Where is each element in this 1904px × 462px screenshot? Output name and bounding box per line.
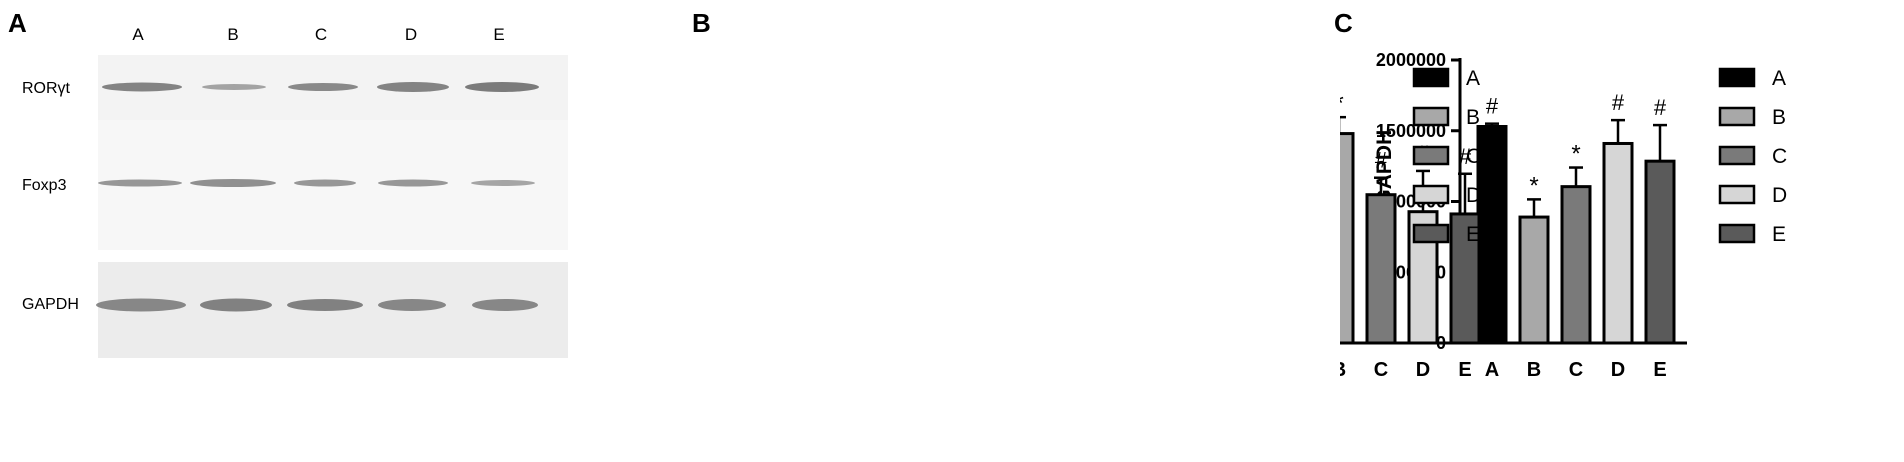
bar [1340, 132, 1355, 345]
bar [1518, 215, 1550, 345]
bar [1365, 193, 1397, 345]
significance-marker: # [1612, 90, 1625, 115]
legend-label: D [1466, 184, 1481, 207]
y-tick-label: 2000000 [1376, 50, 1446, 70]
lane-label: D [405, 25, 417, 44]
legend-label: B [1466, 106, 1480, 129]
legend-swatch [1412, 67, 1450, 88]
significance-marker: * [1340, 90, 1344, 117]
x-tick-label: C [1569, 359, 1583, 381]
panel-a-letter: A [8, 8, 27, 38]
row-label: RORγt [22, 80, 71, 97]
panel-c-letter: C [1334, 8, 1353, 38]
legend-label: A [1466, 67, 1480, 90]
legend-swatch [1412, 106, 1450, 127]
band-gapdh [200, 298, 272, 312]
significance-marker: # [1375, 148, 1388, 173]
lane-label: C [315, 25, 327, 44]
band-gapdh [378, 299, 446, 311]
western-blot-image: A B C D E RORγt Foxp3 GAPDH [22, 25, 568, 358]
x-tick-label: D [1416, 359, 1430, 381]
band-rorgt [102, 82, 182, 92]
band-rorgt [202, 84, 266, 90]
significance-marker: * [1571, 141, 1580, 168]
x-tick-label: D [1611, 359, 1625, 381]
chart-foxp3-gapdh: 05000001000000150000020000002500000Foxp3… [1340, 67, 1481, 381]
band-rorgt [288, 83, 358, 91]
legend-swatch [1412, 223, 1450, 244]
band-gapdh [287, 299, 363, 311]
legend-label: E [1466, 223, 1480, 246]
x-tick-label: A [1485, 359, 1499, 381]
bar [1560, 185, 1592, 345]
lane-label: A [132, 25, 144, 44]
band-gapdh [96, 298, 186, 312]
row-label: Foxp3 [22, 177, 67, 194]
legend-swatch [1718, 145, 1756, 166]
x-tick-label: C [1374, 359, 1388, 381]
bar [1476, 125, 1508, 345]
bar [1449, 212, 1481, 345]
significance-marker: # [1654, 95, 1667, 120]
legend-swatch [1718, 106, 1756, 127]
legend-label: C [1772, 145, 1787, 168]
band-foxp3 [471, 180, 535, 186]
legend-label: B [1772, 106, 1786, 129]
band-foxp3 [294, 179, 356, 187]
significance-marker: * [1529, 172, 1538, 199]
band-foxp3 [98, 179, 182, 187]
legend-swatch [1412, 145, 1450, 166]
band-foxp3 [190, 179, 276, 187]
legend-label: A [1772, 67, 1786, 90]
legend-label: E [1772, 223, 1786, 246]
band-foxp3 [378, 179, 448, 187]
panel-b-letter: B [692, 8, 711, 38]
significance-marker: # [1459, 144, 1472, 169]
x-tick-label: B [1527, 359, 1541, 381]
chart-content: 05000001000000150000020000002500000Foxp3… [1340, 67, 1481, 381]
x-tick-label: E [1458, 359, 1471, 381]
legend-swatch [1718, 67, 1756, 88]
lane-label: E [493, 25, 504, 44]
band-rorgt [465, 82, 539, 92]
x-tick-label: B [1340, 359, 1346, 381]
band-rorgt [377, 82, 449, 92]
band-gapdh [472, 299, 538, 311]
legend-label: C [1466, 145, 1481, 168]
row-label: GAPDH [22, 296, 79, 313]
legend-swatch [1718, 223, 1756, 244]
bar [1602, 141, 1634, 345]
bar [1644, 159, 1676, 345]
legend-swatch [1412, 184, 1450, 205]
x-tick-label: E [1653, 359, 1666, 381]
lane-label: B [227, 25, 238, 44]
legend-label: D [1772, 184, 1787, 207]
significance-marker: # [1486, 94, 1499, 119]
legend-swatch [1718, 184, 1756, 205]
